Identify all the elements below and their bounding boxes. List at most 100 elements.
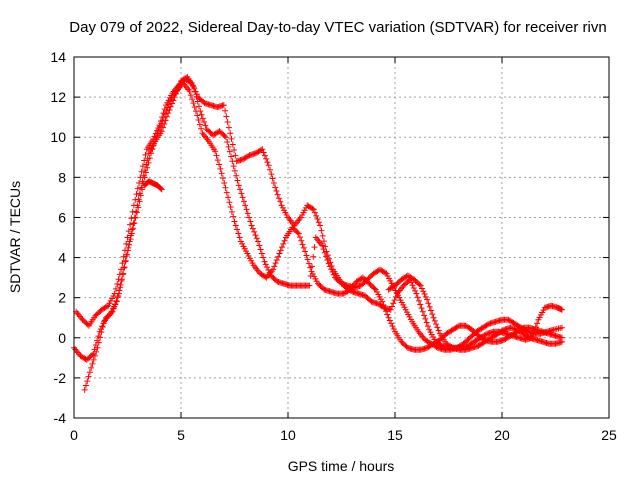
data-point-marker: [409, 282, 416, 289]
data-point-marker: [235, 230, 242, 237]
data-point-marker: [385, 314, 392, 321]
data-point-marker: [221, 133, 228, 140]
data-point-marker: [111, 290, 118, 297]
data-point-marker: [484, 321, 491, 328]
data-point-marker: [294, 229, 301, 236]
data-point-marker: [222, 107, 229, 114]
data-point-marker: [84, 321, 91, 328]
data-point-marker: [224, 139, 231, 146]
data-point-marker: [127, 232, 134, 239]
data-point-marker: [189, 96, 196, 103]
data-point-marker: [217, 165, 224, 172]
y-tick-label: 4: [58, 250, 66, 266]
y-axis-label: SDTVAR / TECUs: [7, 181, 23, 293]
data-point-marker: [424, 296, 431, 303]
data-point-marker: [389, 323, 396, 330]
data-point-marker: [154, 127, 161, 134]
data-point-marker: [380, 303, 387, 310]
data-point-marker: [124, 234, 131, 241]
data-point-marker: [413, 290, 420, 297]
data-point-marker: [422, 293, 429, 300]
data-point-marker: [482, 331, 489, 338]
data-point-marker: [275, 253, 282, 260]
data-point-marker: [160, 110, 167, 117]
data-point-marker: [226, 148, 233, 155]
data-point-marker: [227, 130, 234, 137]
data-point-marker: [246, 214, 253, 221]
data-point-marker: [116, 271, 123, 278]
data-point-marker: [310, 206, 317, 213]
data-point-marker: [190, 100, 197, 107]
data-point-marker: [137, 174, 144, 181]
data-point-marker: [310, 253, 317, 260]
y-tick-label: -4: [54, 410, 67, 426]
data-point-marker: [188, 80, 195, 87]
data-point-marker: [139, 163, 146, 170]
data-point-marker: [260, 149, 267, 156]
data-point-marker: [347, 287, 354, 294]
data-point-marker: [194, 112, 201, 119]
data-point-marker: [191, 104, 198, 111]
data-point-marker: [99, 323, 106, 330]
data-point-marker: [130, 220, 137, 227]
data-point-marker: [228, 208, 235, 215]
data-point-marker: [158, 186, 165, 193]
data-point-marker: [532, 323, 539, 330]
data-point-marker: [132, 196, 139, 203]
data-point-marker: [121, 247, 128, 254]
data-point-marker: [186, 88, 193, 95]
data-point-marker: [430, 314, 437, 321]
data-point-marker: [434, 324, 441, 331]
data-point-marker: [386, 317, 393, 324]
data-point-marker: [86, 369, 93, 376]
data-point-marker: [558, 338, 565, 345]
data-point-marker: [418, 285, 425, 292]
data-point-marker: [219, 175, 226, 182]
data-point-marker: [299, 241, 306, 248]
data-point-marker: [118, 266, 125, 273]
data-point-marker: [423, 319, 430, 326]
data-point-marker: [199, 115, 206, 122]
data-point-marker: [427, 307, 434, 314]
data-point-marker: [144, 155, 151, 162]
data-point-marker: [414, 294, 421, 301]
data-point-marker: [221, 179, 228, 186]
y-tick-label: 2: [58, 290, 66, 306]
data-point-marker: [448, 344, 455, 351]
data-point-marker: [128, 215, 135, 222]
data-point-marker: [225, 194, 232, 201]
data-point-marker: [91, 352, 98, 359]
data-point-marker: [234, 177, 241, 184]
data-point-marker: [558, 324, 565, 331]
data-point-marker: [218, 170, 225, 177]
data-point-marker: [212, 148, 219, 155]
data-point-marker: [233, 172, 240, 179]
data-point-marker: [272, 184, 279, 191]
x-tick-label: 25: [601, 427, 617, 443]
data-point-marker: [265, 162, 272, 169]
data-point-marker: [97, 334, 104, 341]
data-point-marker: [412, 287, 419, 294]
data-point-marker: [239, 194, 246, 201]
data-point-marker: [161, 120, 168, 127]
data-point-marker: [193, 91, 200, 98]
data-point-marker: [262, 273, 269, 280]
data-point-marker: [277, 247, 284, 254]
x-axis-label: GPS time / hours: [288, 458, 395, 474]
data-point-marker: [237, 186, 244, 193]
data-point-marker: [302, 248, 309, 255]
data-point-marker: [143, 161, 150, 168]
data-point-marker: [82, 382, 89, 389]
data-point-marker: [169, 100, 176, 107]
data-point-marker: [119, 260, 126, 267]
data-point-marker: [187, 92, 194, 99]
data-point-marker: [224, 118, 231, 125]
data-point-marker: [94, 344, 101, 351]
data-point-marker: [220, 102, 227, 109]
data-point-marker: [306, 282, 313, 289]
data-point-marker: [120, 270, 127, 277]
data-point-marker: [327, 259, 334, 266]
data-point-marker: [279, 244, 286, 251]
x-tick-label: 10: [280, 427, 296, 443]
data-point-marker: [261, 152, 268, 159]
